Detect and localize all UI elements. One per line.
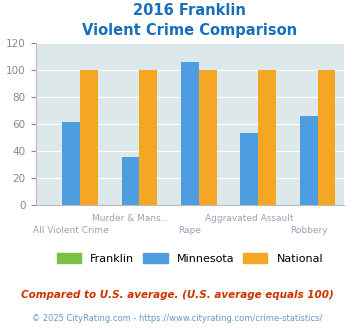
- Bar: [318, 70, 335, 205]
- Text: Rape: Rape: [179, 226, 201, 235]
- Text: Aggravated Assault: Aggravated Assault: [205, 214, 294, 223]
- Legend: Franklin, Minnesota, National: Franklin, Minnesota, National: [54, 250, 326, 267]
- Text: All Violent Crime: All Violent Crime: [33, 226, 109, 235]
- Text: Robbery: Robbery: [290, 226, 328, 235]
- Bar: [62, 122, 80, 205]
- Text: Compared to U.S. average. (U.S. average equals 100): Compared to U.S. average. (U.S. average …: [21, 290, 334, 300]
- Bar: [181, 62, 199, 205]
- Bar: [240, 133, 258, 205]
- Bar: [300, 115, 318, 205]
- Bar: [80, 70, 98, 205]
- Bar: [258, 70, 276, 205]
- Text: Murder & Mans...: Murder & Mans...: [92, 214, 169, 223]
- Bar: [122, 157, 140, 205]
- Title: 2016 Franklin
Violent Crime Comparison: 2016 Franklin Violent Crime Comparison: [82, 3, 297, 38]
- Bar: [199, 70, 217, 205]
- Text: © 2025 CityRating.com - https://www.cityrating.com/crime-statistics/: © 2025 CityRating.com - https://www.city…: [32, 314, 323, 323]
- Bar: [140, 70, 157, 205]
